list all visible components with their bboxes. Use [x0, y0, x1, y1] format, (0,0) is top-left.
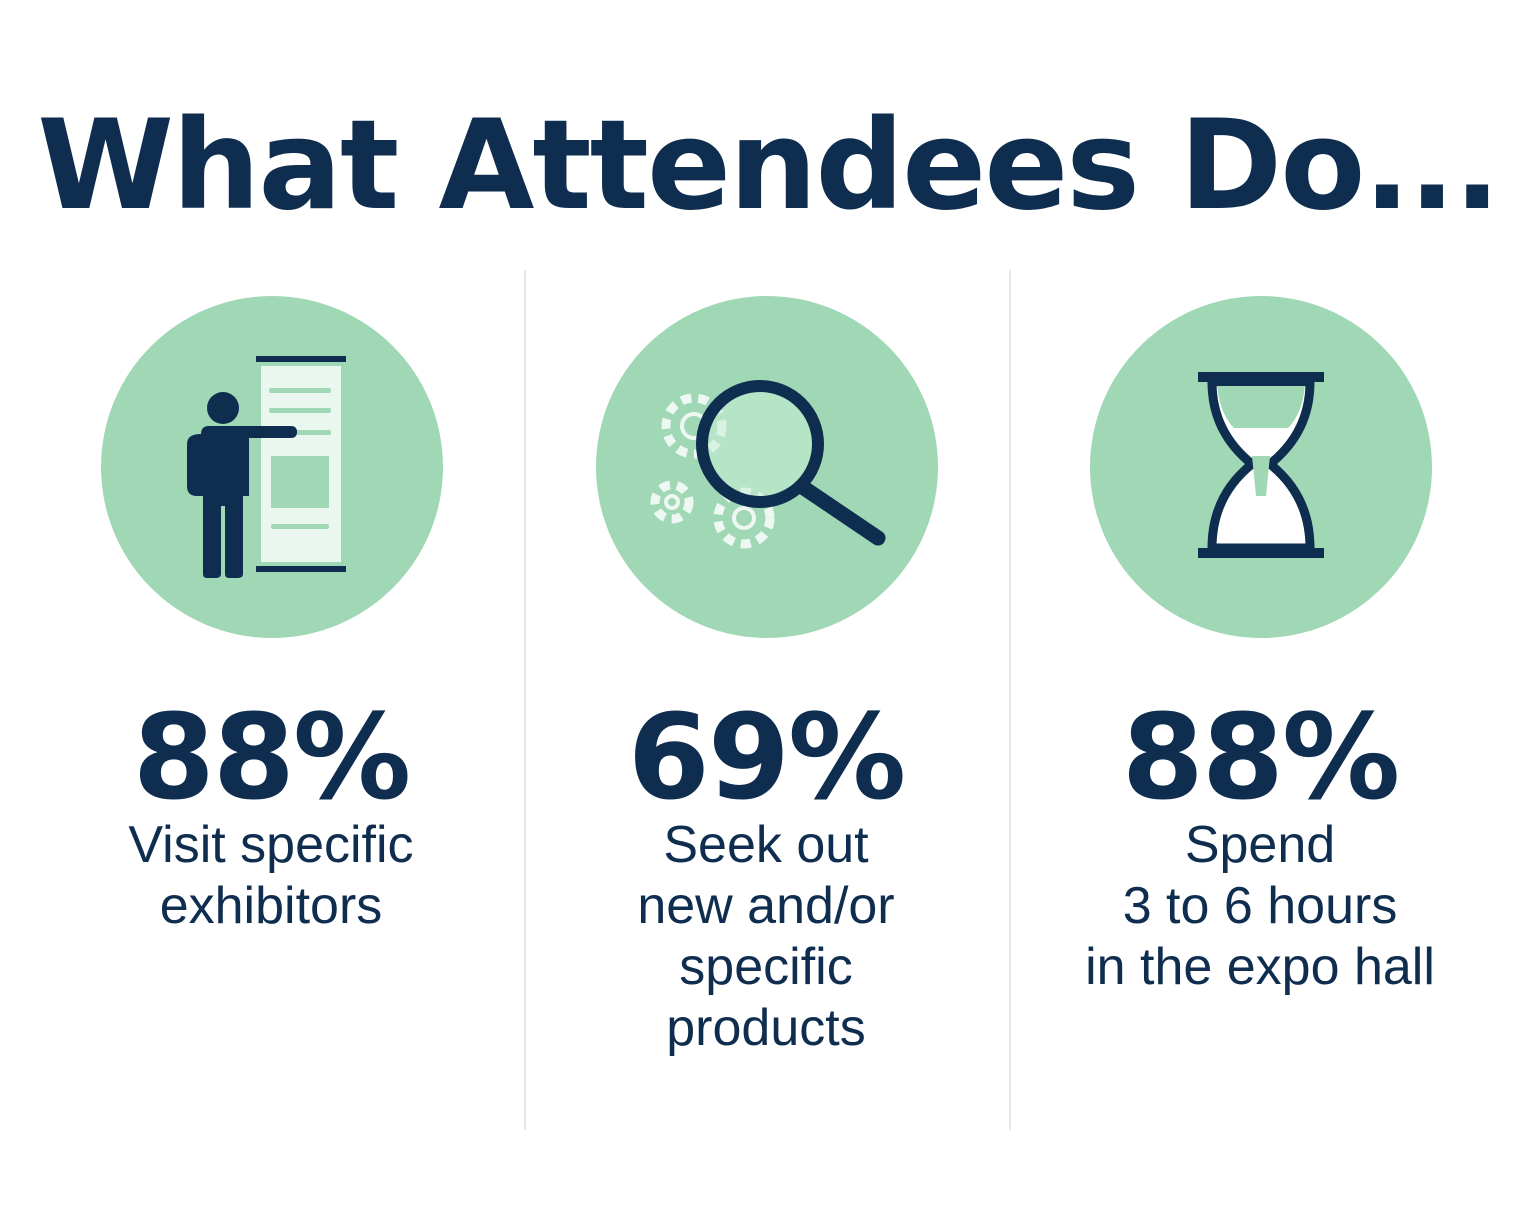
presenter-at-banner-icon — [187, 356, 346, 578]
column-divider — [1009, 270, 1011, 1130]
description-line: specific — [679, 938, 853, 996]
stat-card-expo-hall-time: 88% Spend 3 to 6 hours in the expo hall — [1020, 0, 1500, 1229]
description-line: Visit specific — [128, 816, 414, 874]
stat-value: 88% — [132, 688, 411, 826]
icon-circle — [1090, 296, 1432, 638]
stat-card-seek-products: 69% Seek out new and/or specific product… — [526, 0, 1006, 1229]
icon-circle — [101, 296, 443, 638]
icon-circle — [596, 296, 938, 638]
description-line: products — [666, 999, 866, 1057]
stat-description: Visit specific exhibitors — [31, 815, 511, 937]
description-line: Spend — [1184, 816, 1336, 874]
stat-description: Spend 3 to 6 hours in the expo hall — [1020, 815, 1500, 998]
description-line: 3 to 6 hours — [1122, 877, 1398, 935]
hourglass-icon — [1198, 372, 1324, 558]
stat-description: Seek out new and/or specific products — [526, 815, 1006, 1059]
description-line: exhibitors — [159, 877, 383, 935]
description-line: Seek out — [663, 816, 869, 874]
description-line: new and/or — [637, 877, 895, 935]
stat-value: 88% — [1121, 688, 1400, 826]
stat-value: 69% — [627, 688, 906, 826]
description-line: in the expo hall — [1085, 938, 1435, 996]
page-title: What Attendees Do... — [37, 94, 1500, 238]
magnifier-gears-icon — [650, 380, 886, 549]
stat-card-visit-exhibitors: 88% Visit specific exhibitors — [31, 0, 511, 1229]
column-divider — [524, 270, 526, 1130]
